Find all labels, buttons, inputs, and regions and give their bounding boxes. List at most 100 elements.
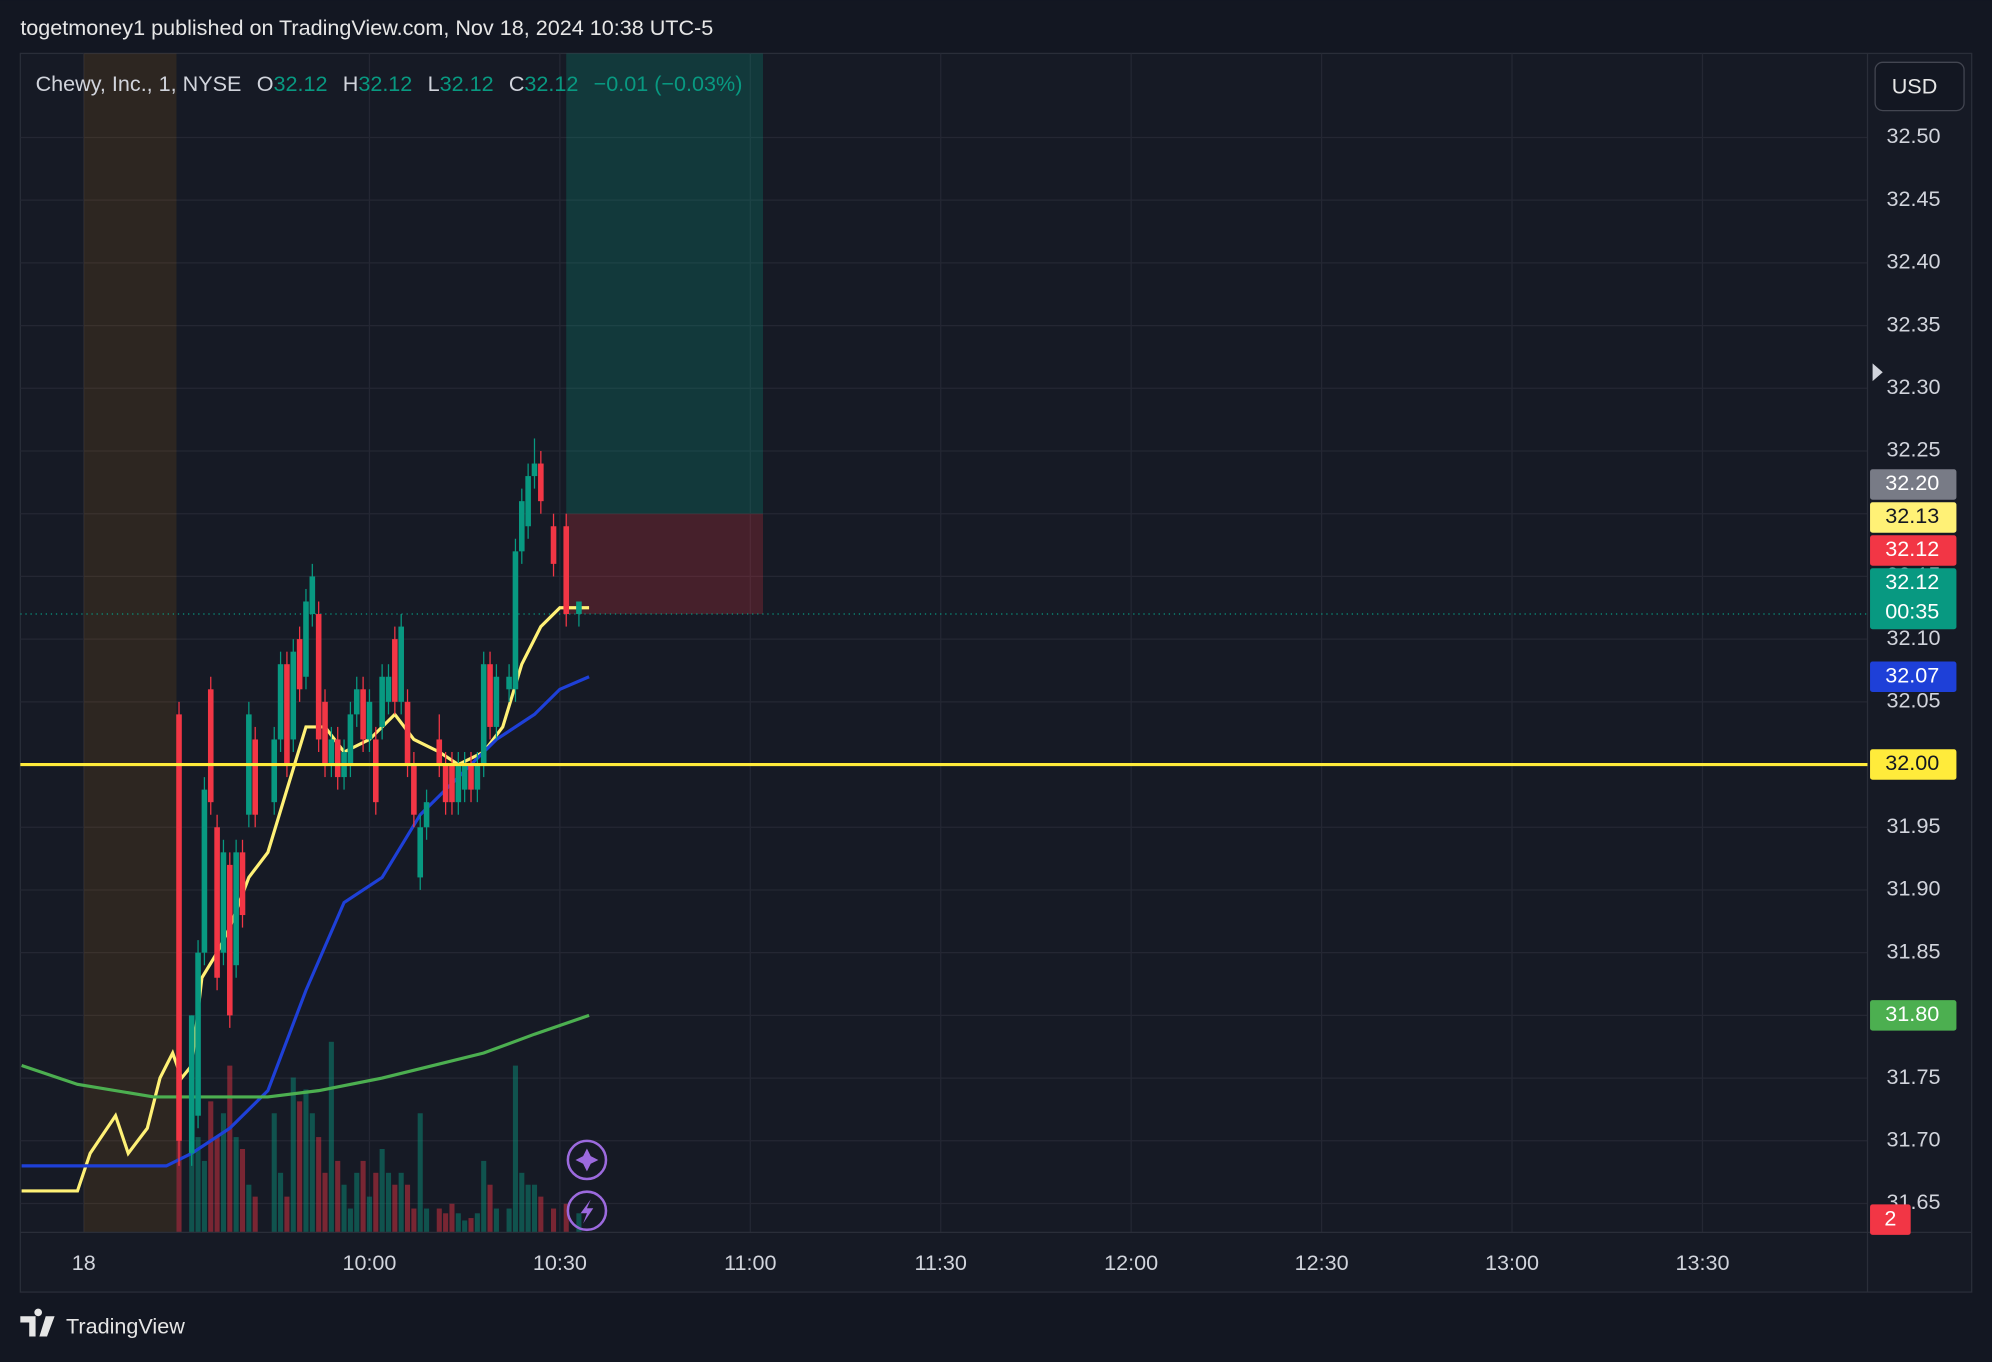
volume-bar bbox=[538, 1196, 544, 1233]
legend-key: C bbox=[509, 71, 525, 96]
volume-bar bbox=[404, 1184, 411, 1233]
assistant-icon[interactable] bbox=[566, 1139, 608, 1181]
price-label-box bbox=[1870, 1000, 1957, 1031]
y-tick-label: 32.30 bbox=[1887, 374, 1941, 399]
candle-body bbox=[449, 764, 455, 803]
candle-body bbox=[334, 739, 341, 778]
volume-bar bbox=[354, 1172, 360, 1233]
candle-body bbox=[303, 601, 309, 677]
y-tick-label: 32.40 bbox=[1887, 249, 1941, 274]
candle-body bbox=[296, 639, 303, 690]
flash-icon[interactable] bbox=[566, 1190, 608, 1232]
y-tick-label: 32.35 bbox=[1887, 311, 1941, 336]
candle-body bbox=[347, 714, 354, 765]
candle-body bbox=[512, 551, 519, 690]
x-tick-label: 12:30 bbox=[1295, 1250, 1349, 1275]
volume-bar bbox=[341, 1184, 347, 1233]
plot bbox=[20, 53, 1868, 1233]
legend-key: H bbox=[343, 71, 359, 96]
volume-bar bbox=[468, 1218, 474, 1233]
candle-body bbox=[322, 701, 328, 765]
candle-body bbox=[468, 764, 474, 790]
candle-body bbox=[506, 676, 512, 690]
volume-bar bbox=[322, 1172, 328, 1233]
target-zone bbox=[566, 53, 764, 514]
volume-bar bbox=[303, 1089, 309, 1233]
volume-bar bbox=[239, 1148, 246, 1233]
candle-body bbox=[493, 676, 500, 727]
volume-bar bbox=[373, 1172, 379, 1233]
price-label-box bbox=[1870, 749, 1957, 780]
volume-bar bbox=[385, 1172, 392, 1233]
candle-body bbox=[315, 614, 322, 740]
candle-body bbox=[227, 864, 233, 1016]
volume-bar bbox=[278, 1172, 284, 1233]
candle-body bbox=[538, 463, 544, 502]
volume-bar bbox=[455, 1213, 461, 1233]
volume-bar bbox=[220, 1113, 226, 1233]
price-label-box bbox=[1870, 568, 1957, 630]
volume-bar bbox=[214, 1137, 220, 1233]
alert-badge bbox=[1870, 1204, 1911, 1235]
volume-bar bbox=[297, 1101, 303, 1233]
candle-body bbox=[531, 463, 538, 477]
volume-bar bbox=[436, 1208, 442, 1233]
volume-bar bbox=[201, 1160, 207, 1233]
candle-body bbox=[417, 827, 424, 878]
candle-body bbox=[188, 1015, 195, 1154]
currency-button[interactable] bbox=[1874, 61, 1965, 112]
legend-key: L bbox=[428, 71, 440, 96]
volume-bar bbox=[195, 1137, 201, 1233]
volume-bar bbox=[271, 1113, 277, 1233]
candle-body bbox=[360, 689, 366, 740]
candle-body bbox=[252, 739, 258, 815]
candle-body bbox=[563, 526, 570, 615]
x-tick-label: 18 bbox=[72, 1250, 96, 1275]
volume-bar bbox=[550, 1208, 557, 1233]
candle-body bbox=[455, 764, 462, 803]
volume-bar bbox=[328, 1041, 334, 1233]
legend: Chewy, Inc., 1, NYSE O32.12 H32.12 L32.12 C3… bbox=[36, 71, 743, 96]
chart-pane bbox=[19, 52, 1973, 1293]
alert-count: 2 bbox=[1884, 1205, 1896, 1230]
candle-body bbox=[214, 827, 220, 978]
candle-body bbox=[442, 764, 449, 803]
y-tick-label: 32.25 bbox=[1887, 437, 1941, 462]
volume-bar bbox=[462, 1220, 468, 1233]
volume-bar bbox=[563, 1203, 569, 1233]
candle-body bbox=[411, 764, 417, 815]
scroll-arrow[interactable] bbox=[1872, 363, 1883, 382]
candle-body bbox=[436, 739, 443, 765]
candle-body bbox=[271, 739, 278, 803]
candle-body bbox=[366, 701, 373, 740]
candle-body bbox=[290, 651, 297, 740]
x-tick-label: 10:00 bbox=[342, 1250, 396, 1275]
y-tick-label: 31.85 bbox=[1887, 938, 1941, 963]
price-label: 32.13 bbox=[1885, 503, 1939, 528]
volume-bar bbox=[531, 1184, 538, 1233]
footer-brand: TradingView bbox=[66, 1313, 185, 1338]
price-label: 32.07 bbox=[1885, 662, 1939, 687]
y-tick-label: 31.90 bbox=[1887, 876, 1941, 901]
volume-bar bbox=[284, 1196, 290, 1233]
candle-body bbox=[207, 689, 214, 803]
moving-average bbox=[21, 675, 590, 1168]
volume-bar bbox=[233, 1137, 239, 1233]
y-tick-label: 31.95 bbox=[1887, 813, 1941, 838]
x-tick-label: 12:00 bbox=[1104, 1250, 1158, 1275]
volume-bar bbox=[246, 1184, 252, 1233]
candle-body bbox=[487, 664, 493, 727]
candle-body bbox=[309, 576, 316, 615]
volume-bar bbox=[519, 1172, 525, 1233]
legend-change: −0.01 (−0.03%) bbox=[594, 71, 743, 96]
candle-body bbox=[373, 739, 379, 803]
volume-bar bbox=[449, 1203, 455, 1233]
publish-header: togetmoney1 published on TradingView.com… bbox=[20, 15, 713, 40]
candle-body bbox=[176, 714, 182, 1141]
x-tick-label: 11:00 bbox=[724, 1250, 776, 1275]
moving-average bbox=[21, 1013, 590, 1099]
legend-value: 32.12 bbox=[524, 71, 578, 96]
legend-value: 32.12 bbox=[273, 71, 327, 96]
price-label-countdown: 00:35 bbox=[1885, 598, 1939, 623]
candle-body bbox=[576, 601, 582, 615]
